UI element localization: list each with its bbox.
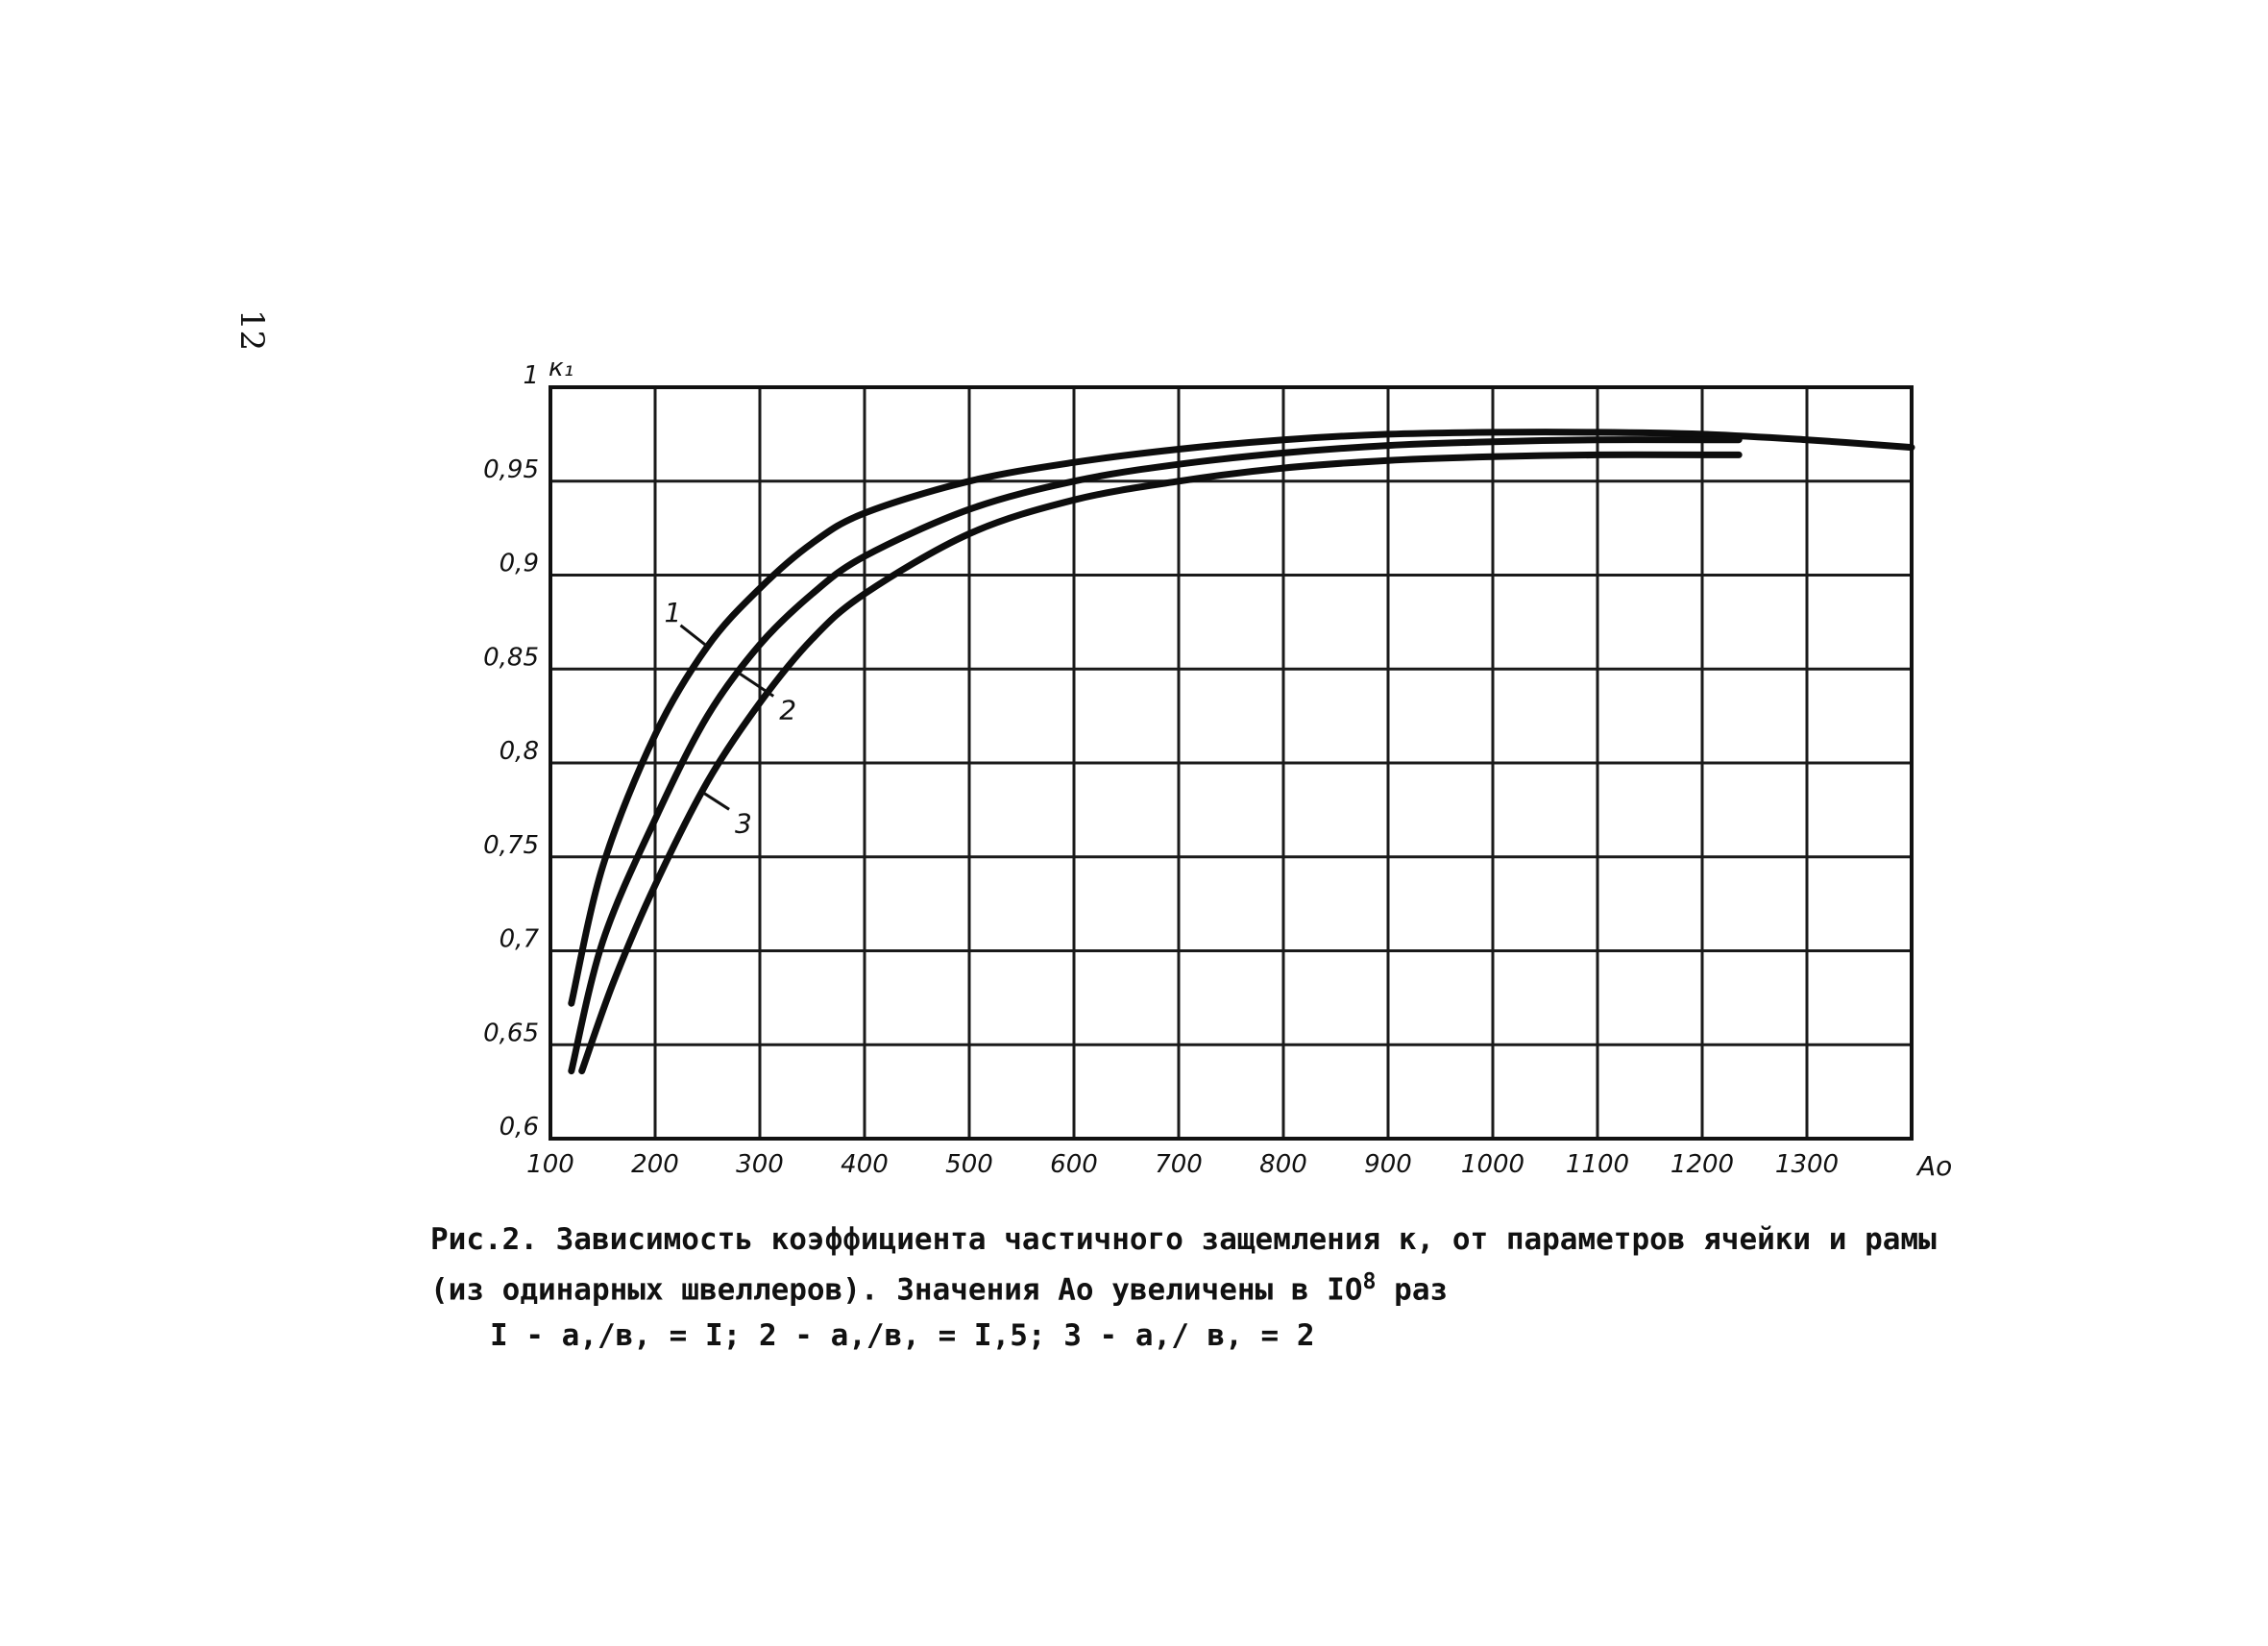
- series-line-3: [578, 451, 1743, 1075]
- chart-frame: [549, 385, 1914, 1141]
- chart-series: [568, 429, 1915, 1075]
- y-tick-label: 0,95: [483, 455, 539, 484]
- series-label-1: 1: [665, 597, 682, 628]
- x-tick-label: 600: [1050, 1150, 1098, 1179]
- y-tick-label: 0,85: [483, 643, 539, 672]
- caption-line-1: Рис.2. Зависимость коэффициента частично…: [430, 1222, 1937, 1257]
- series-leader-1: [679, 624, 709, 648]
- x-tick-label: 800: [1259, 1150, 1307, 1179]
- chart-grid: [549, 385, 1914, 1141]
- y-tick-label: 1: [523, 361, 539, 390]
- chart-labels: Ао к₁ 1 2 3: [549, 354, 1952, 1182]
- x-tick-label: 500: [945, 1150, 993, 1179]
- y-tick-label: 0,75: [483, 831, 539, 860]
- series-leader-2: [738, 672, 775, 698]
- y-axis-label: к₁: [549, 354, 573, 382]
- x-tick-label: 1100: [1566, 1150, 1629, 1179]
- x-tick-label: 100: [526, 1150, 574, 1179]
- series-label-2: 2: [779, 695, 796, 726]
- x-tick-label: 700: [1155, 1150, 1203, 1179]
- x-tick-label: 400: [841, 1150, 889, 1179]
- x-tick-label: 300: [736, 1150, 784, 1179]
- x-axis-label: Ао: [1915, 1150, 1952, 1182]
- x-tick-label: 200: [631, 1150, 679, 1179]
- x-tick-label: 1000: [1461, 1150, 1524, 1179]
- y-tick-label: 0,65: [483, 1019, 539, 1047]
- y-tick-label: 0,7: [500, 925, 540, 954]
- chart-tick-labels: 100 200 300 400 500 600 700 800 900 1000 1100 1200 1…: [483, 361, 1839, 1179]
- caption-line-2: (из одинарных швеллеров). Значения Ао ув…: [430, 1268, 1449, 1308]
- series-leader-3: [701, 791, 730, 811]
- y-tick-label: 0,6: [500, 1113, 539, 1142]
- caption-legend-line: I - а,/в, = I; 2 - а,/в, = I,5; 3 - а,/ …: [490, 1318, 1315, 1353]
- plot-frame: [549, 385, 1914, 1141]
- series-label-3: 3: [735, 807, 752, 839]
- y-tick-label: 0,8: [500, 737, 539, 766]
- x-tick-label: 900: [1364, 1150, 1412, 1179]
- y-tick-label: 0,9: [500, 550, 539, 578]
- x-tick-label: 1300: [1775, 1150, 1839, 1179]
- x-tick-label: 1200: [1671, 1150, 1734, 1179]
- series-line-2: [568, 436, 1743, 1075]
- caption-exponent: 8: [1362, 1268, 1377, 1294]
- series-line-1: [568, 429, 1915, 1007]
